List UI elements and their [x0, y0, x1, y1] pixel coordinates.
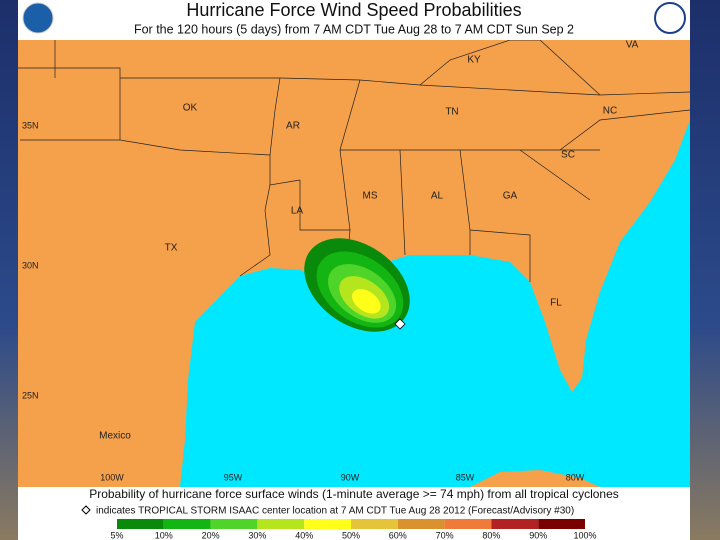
region-label: LA: [291, 206, 304, 217]
noaa-logo: [22, 2, 54, 34]
latitude-label: 25N: [22, 390, 39, 400]
region-label: NC: [603, 106, 617, 117]
region-label: GA: [503, 191, 518, 202]
region-label: VA: [626, 40, 639, 51]
region-label: MS: [363, 191, 378, 202]
legend-swatch: [163, 519, 211, 529]
title: Hurricane Force Wind Speed Probabilities: [186, 0, 521, 20]
legend-swatch: [117, 519, 164, 529]
legend-label: 80%: [482, 530, 500, 540]
legend-label: 70%: [436, 530, 454, 540]
legend-swatch: [257, 519, 305, 529]
probability-swath: [304, 238, 410, 332]
nws-logo: [654, 2, 686, 34]
storm-center: [394, 318, 406, 330]
legend-label: 40%: [295, 530, 313, 540]
longitude-label: 85W: [456, 472, 475, 482]
cuba: [470, 470, 600, 487]
region-label: TX: [165, 243, 178, 254]
legend-label: 90%: [529, 530, 547, 540]
legend-swatch: [444, 519, 492, 529]
region-label: FL: [550, 298, 562, 309]
legend-swatch: [351, 519, 398, 529]
legend-label: 20%: [202, 530, 220, 540]
legend-label: 30%: [248, 530, 266, 540]
legend-label: 5%: [110, 530, 123, 540]
legend-diamond: [81, 505, 91, 515]
latitude-label: 35N: [22, 120, 39, 130]
region-label: AL: [431, 191, 444, 202]
legend-label: 10%: [155, 530, 173, 540]
storm-note: indicates TROPICAL STORM ISAAC center lo…: [96, 506, 574, 517]
longitude-label: 95W: [224, 472, 243, 482]
dynamic-layer: VA KY OK AR TN NC SC MS AL GA LA TX FL Mexico 35N 30N 25…: [22, 40, 639, 540]
latitude-label: 30N: [22, 260, 39, 270]
subtitle: For the 120 hours (5 days) from 7 AM CDT…: [134, 22, 574, 36]
longitude-label: 100W: [100, 472, 124, 482]
legend-swatch: [491, 519, 539, 529]
longitude-label: 90W: [341, 472, 360, 482]
prob-40: [352, 289, 381, 314]
footer-caption: Probability of hurricane force surface w…: [89, 487, 619, 501]
legend-label: 60%: [389, 530, 407, 540]
legend-label: 100%: [573, 530, 596, 540]
region-label: SC: [561, 150, 575, 161]
legend-swatch: [397, 519, 445, 529]
longitude-label: 80W: [566, 472, 585, 482]
region-label: AR: [286, 121, 300, 132]
legend-swatch: [538, 519, 585, 529]
region-label: OK: [183, 103, 198, 114]
region-label: KY: [467, 55, 481, 66]
region-label: Mexico: [99, 431, 131, 442]
header-band: [18, 0, 690, 40]
water: [180, 120, 690, 487]
region-label: TN: [445, 107, 458, 118]
legend-swatch: [210, 519, 258, 529]
legend-swatch: [304, 519, 351, 529]
legend-label: 50%: [342, 530, 360, 540]
footer-band: [18, 487, 690, 540]
